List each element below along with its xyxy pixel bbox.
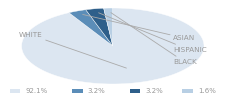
Text: 1.6%: 1.6% bbox=[198, 88, 216, 94]
Text: 3.2%: 3.2% bbox=[145, 88, 163, 94]
Polygon shape bbox=[104, 8, 113, 46]
Text: 3.2%: 3.2% bbox=[88, 88, 105, 94]
Polygon shape bbox=[22, 8, 204, 84]
Text: WHITE: WHITE bbox=[19, 32, 126, 68]
Polygon shape bbox=[86, 8, 113, 46]
Text: ASIAN: ASIAN bbox=[83, 14, 195, 41]
FancyBboxPatch shape bbox=[10, 89, 20, 93]
Polygon shape bbox=[69, 10, 113, 46]
FancyBboxPatch shape bbox=[72, 89, 83, 93]
FancyBboxPatch shape bbox=[182, 89, 193, 93]
Text: BLACK: BLACK bbox=[111, 13, 197, 65]
FancyBboxPatch shape bbox=[130, 89, 140, 93]
Text: HISPANIC: HISPANIC bbox=[99, 13, 207, 53]
Text: 92.1%: 92.1% bbox=[25, 88, 48, 94]
